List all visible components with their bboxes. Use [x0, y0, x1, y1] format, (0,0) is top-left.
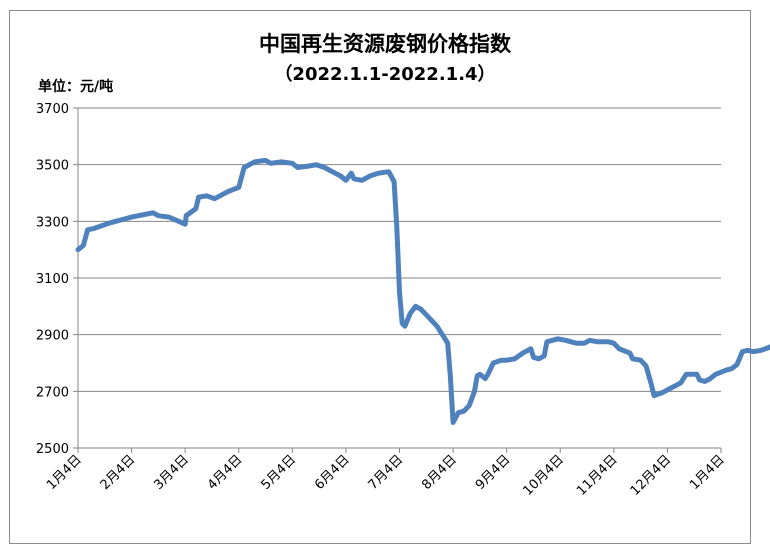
x-tick-label: 1月4日: [44, 452, 85, 493]
y-tick-label: 2500: [36, 442, 69, 457]
x-tick-label: 12月4日: [628, 452, 675, 499]
chart-frame: [9, 10, 751, 544]
chart-title: 中国再生资源废钢价格指数: [259, 32, 511, 56]
y-tick-label: 3100: [36, 272, 69, 287]
chart-subtitle: （2022.1.1-2022.1.4）: [274, 64, 496, 85]
x-tick-labels: 1月4日 2月4日 3月4日 4月4日 5月4日 6月4日 7月4日 8月4日 9月4日 10月4…: [44, 452, 728, 499]
x-tick-label: 7月4日: [366, 452, 407, 493]
x-tick-label: 6月4日: [312, 452, 353, 493]
series-line: [75, 157, 770, 425]
x-tick-label: 2月4日: [98, 452, 139, 493]
y-tick-label: 2900: [36, 329, 69, 344]
x-tick-label: 5月4日: [258, 452, 299, 493]
x-tick-label: 8月4日: [419, 452, 460, 493]
x-tick-label: 9月4日: [473, 452, 514, 493]
y-tick-label: 2700: [36, 385, 69, 400]
y-tick-label: 3700: [36, 102, 69, 117]
y-tick-label: 3500: [36, 159, 69, 174]
y-tick-label: 3300: [36, 215, 69, 230]
series: [75, 157, 770, 425]
x-tick-label: 10月4日: [521, 452, 568, 499]
y-tick-labels: 2500 2700 2900 3100 3300 3500 3700: [36, 102, 69, 457]
axes: [73, 107, 722, 453]
x-tick-label: 4月4日: [205, 452, 246, 493]
x-tick-label: 3月4日: [151, 452, 192, 493]
x-tick-label: 1月4日: [687, 452, 728, 493]
unit-label: 单位：元/吨: [38, 79, 114, 95]
x-tick-label: 11月4日: [574, 452, 621, 499]
